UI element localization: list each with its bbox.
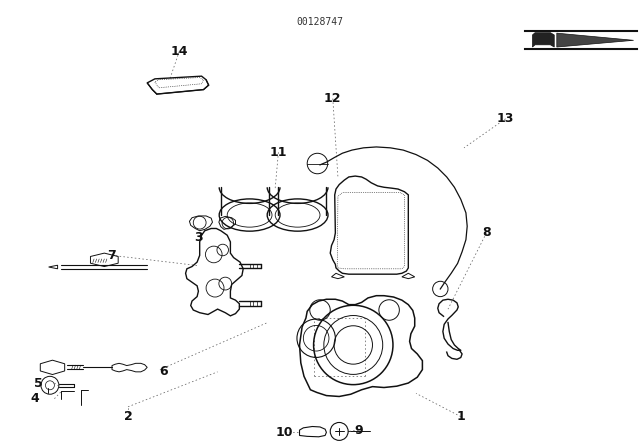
Text: 9: 9 [354,423,363,437]
Polygon shape [532,33,554,47]
Text: 11: 11 [269,146,287,159]
Text: 6: 6 [159,365,168,379]
Text: 8: 8 [482,226,491,240]
Text: 12: 12 [324,92,342,105]
Text: 10: 10 [276,426,294,439]
Text: 1: 1 [456,410,465,423]
Polygon shape [557,33,634,47]
Text: 13: 13 [497,112,515,125]
Text: 14: 14 [170,45,188,58]
Text: 4: 4 [31,392,40,405]
Text: 2: 2 [124,410,132,423]
Text: 7: 7 [108,249,116,262]
Text: 5: 5 [34,376,43,390]
Text: 00128747: 00128747 [296,17,344,27]
Text: 3: 3 [194,231,203,244]
